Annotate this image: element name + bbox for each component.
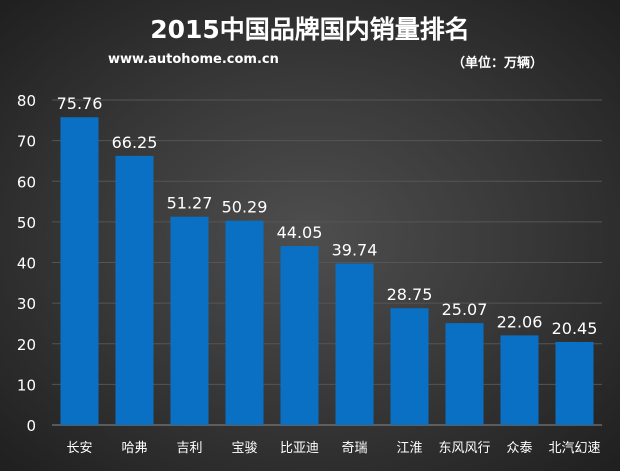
data-label: 20.45 xyxy=(552,319,598,338)
y-tick-label: 0 xyxy=(26,417,36,435)
y-tick-label: 50 xyxy=(17,214,36,232)
y-tick-label: 20 xyxy=(17,336,36,354)
bar xyxy=(170,216,209,425)
x-tick-label: 江淮 xyxy=(396,441,422,456)
bar xyxy=(445,323,484,425)
data-label: 39.74 xyxy=(332,241,378,260)
x-tick-label: 宝骏 xyxy=(231,441,257,456)
bar xyxy=(390,308,429,425)
data-label: 25.07 xyxy=(442,300,488,319)
y-tick-label: 10 xyxy=(17,376,36,394)
y-tick-label: 30 xyxy=(17,295,36,313)
x-tick-label: 东风风行 xyxy=(438,441,490,456)
bar xyxy=(500,335,539,425)
chart-title: 2015中国品牌国内销量排名 xyxy=(150,15,470,44)
x-tick-label: 吉利 xyxy=(176,441,202,456)
x-tick-label: 众泰 xyxy=(506,441,532,456)
y-tick-label: 60 xyxy=(17,173,36,191)
x-tick-label: 哈弗 xyxy=(121,441,147,456)
data-label: 51.27 xyxy=(167,194,213,213)
data-label: 22.06 xyxy=(497,312,543,331)
chart-source: www.autohome.com.cn xyxy=(108,52,279,67)
bar xyxy=(60,117,99,425)
bar xyxy=(225,220,264,425)
data-label: 66.25 xyxy=(112,133,158,152)
unit-label: （单位：万辆） xyxy=(452,56,544,71)
bar xyxy=(555,341,594,425)
x-tick-label: 北汽幻速 xyxy=(548,441,600,456)
x-tick-label: 长安 xyxy=(66,441,92,456)
bar xyxy=(335,263,374,425)
data-label: 44.05 xyxy=(277,223,323,242)
x-tick-label: 比亚迪 xyxy=(280,441,319,456)
bar xyxy=(280,246,319,425)
y-tick-label: 40 xyxy=(17,255,36,273)
bar xyxy=(115,155,154,425)
x-tick-label: 奇瑞 xyxy=(341,440,367,456)
y-tick-label: 80 xyxy=(17,92,36,110)
data-label: 50.29 xyxy=(222,198,268,217)
data-label: 75.76 xyxy=(57,94,103,113)
y-tick-label: 70 xyxy=(17,133,36,151)
data-label: 28.75 xyxy=(387,285,433,304)
